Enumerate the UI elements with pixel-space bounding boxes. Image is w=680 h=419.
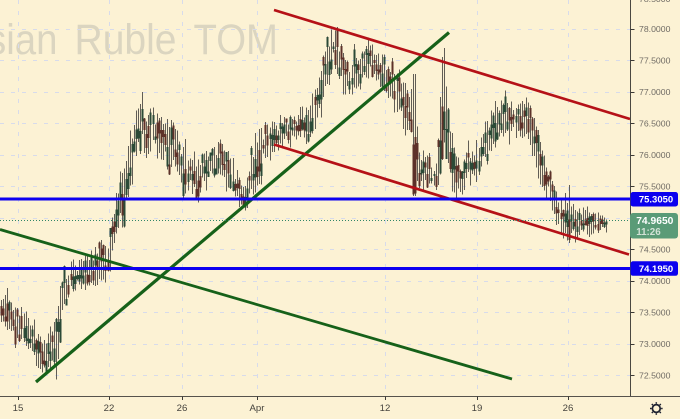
svg-text:74.0000: 74.0000 [639, 276, 671, 286]
svg-text:26: 26 [177, 403, 188, 414]
svg-text:15: 15 [13, 403, 24, 414]
svg-text:Ruble: Ruble [75, 16, 177, 64]
svg-text:75.3050: 75.3050 [639, 195, 673, 206]
svg-text:11:26: 11:26 [636, 227, 661, 238]
svg-text:26: 26 [563, 403, 574, 414]
svg-text:74.9650: 74.9650 [636, 216, 673, 227]
svg-text:22: 22 [104, 403, 115, 414]
svg-text:72.5000: 72.5000 [639, 370, 671, 380]
svg-text:sian: sian [0, 16, 58, 64]
svg-text:77.0000: 77.0000 [639, 87, 671, 97]
svg-text:12: 12 [380, 403, 391, 414]
svg-text:74.5000: 74.5000 [639, 244, 671, 254]
svg-text:78.0000: 78.0000 [639, 24, 671, 34]
svg-text:74.1950: 74.1950 [639, 264, 673, 275]
svg-text:76.5000: 76.5000 [639, 118, 671, 128]
svg-text:78.5000: 78.5000 [639, 0, 671, 4]
svg-text:77.5000: 77.5000 [639, 55, 671, 65]
svg-text:TOM: TOM [194, 16, 279, 64]
svg-text:76.0000: 76.0000 [639, 150, 671, 160]
svg-text:Apr: Apr [250, 403, 266, 414]
svg-text:75.5000: 75.5000 [639, 181, 671, 191]
svg-text:19: 19 [472, 403, 483, 414]
svg-text:73.5000: 73.5000 [639, 307, 671, 317]
svg-text:73.0000: 73.0000 [639, 339, 671, 349]
